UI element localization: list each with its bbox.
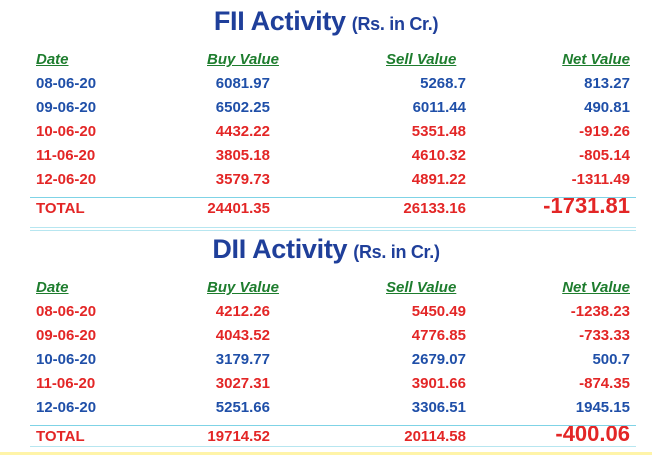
table-row: 11-06-20 3027.31 3901.66 -874.35 [0, 372, 652, 396]
fii-header-net: Net Value [562, 51, 630, 68]
dii-header-net: Net Value [562, 279, 630, 296]
divider [30, 425, 636, 426]
fii-row-date: 12-06-20 [36, 171, 97, 188]
fii-row-net: 490.81 [584, 99, 630, 116]
dii-header-row: Date Buy Value Sell Value Net Value [0, 276, 652, 300]
dii-row-sell: 3901.66 [411, 375, 466, 392]
dii-row-sell: 3306.51 [411, 399, 466, 416]
dii-title-unit: (Rs. in Cr.) [353, 242, 440, 262]
dii-title-text: DII Activity [212, 234, 348, 264]
fii-row-buy: 3805.18 [215, 147, 270, 164]
bottom-highlight-line [0, 452, 652, 455]
fii-title-text: FII Activity [213, 6, 346, 36]
divider [30, 230, 636, 231]
divider [30, 227, 636, 228]
fii-total-label: TOTAL [36, 200, 85, 217]
dii-section: DII Activity (Rs. in Cr.) Date Buy Value … [0, 228, 652, 450]
fii-row-sell: 6011.44 [412, 99, 466, 116]
fii-header-buy: Buy Value [207, 51, 279, 68]
table-row: 11-06-20 3805.18 4610.32 -805.14 [0, 144, 652, 168]
dii-row-net: 1945.15 [575, 399, 630, 416]
fii-row-net: 813.27 [584, 75, 630, 92]
dii-header-date: Date [36, 279, 69, 296]
dii-row-buy: 3179.77 [215, 351, 270, 368]
dii-header-buy: Buy Value [207, 279, 279, 296]
fii-header-row: Date Buy Value Sell Value Net Value [0, 48, 652, 72]
fii-row-sell: 5268.7 [420, 75, 466, 92]
fii-row-buy: 3579.73 [215, 171, 270, 188]
fii-row-sell: 5351.48 [411, 123, 466, 140]
table-row: 09-06-20 4043.52 4776.85 -733.33 [0, 324, 652, 348]
table-row: 09-06-20 6502.25 6011.44 490.81 [0, 96, 652, 120]
dii-row-buy: 4212.26 [215, 303, 270, 320]
fii-row-net: -1311.49 [571, 171, 630, 188]
fii-row-net: -919.26 [579, 123, 630, 140]
fii-total-sell: 26133.16 [403, 200, 466, 217]
dii-total-label: TOTAL [36, 428, 85, 445]
fii-row-date: 08-06-20 [36, 75, 97, 92]
table-row: 10-06-20 3179.77 2679.07 500.7 [0, 348, 652, 372]
dii-header-sell: Sell Value [386, 279, 457, 296]
divider [30, 446, 636, 447]
table-row: 10-06-20 4432.22 5351.48 -919.26 [0, 120, 652, 144]
dii-row-buy: 3027.31 [215, 375, 270, 392]
dii-row-sell: 2679.07 [411, 351, 466, 368]
fii-rows: 08-06-20 6081.97 5268.7 813.27 09-06-20 … [0, 72, 652, 192]
fii-row-date: 09-06-20 [36, 99, 97, 116]
fii-total-buy: 24401.35 [207, 200, 270, 217]
fii-title-unit: (Rs. in Cr.) [351, 14, 439, 34]
dii-row-date: 10-06-20 [36, 351, 97, 368]
fii-row-sell: 4610.32 [411, 147, 466, 164]
dii-row-date: 12-06-20 [36, 399, 97, 416]
dii-row-sell: 4776.85 [411, 327, 466, 344]
fii-row-net: -805.14 [579, 147, 630, 164]
table-row: 12-06-20 3579.73 4891.22 -1311.49 [0, 168, 652, 192]
dii-row-date: 09-06-20 [36, 327, 97, 344]
dii-row-buy: 4043.52 [215, 327, 270, 344]
table-row: 08-06-20 4212.26 5450.49 -1238.23 [0, 300, 652, 324]
fii-row-buy: 4432.22 [215, 123, 270, 140]
dii-total-buy: 19714.52 [207, 428, 270, 445]
table-row: 12-06-20 5251.66 3306.51 1945.15 [0, 396, 652, 420]
table-row: 08-06-20 6081.97 5268.7 813.27 [0, 72, 652, 96]
fii-row-buy: 6502.25 [215, 99, 270, 116]
fii-row-date: 11-06-20 [36, 147, 96, 164]
fii-header-sell: Sell Value [386, 51, 457, 68]
dii-total-sell: 20114.58 [404, 428, 466, 445]
dii-rows: 08-06-20 4212.26 5450.49 -1238.23 09-06-… [0, 300, 652, 420]
dii-row-sell: 5450.49 [411, 303, 466, 320]
divider [30, 197, 636, 198]
dii-row-net: 500.7 [592, 351, 630, 368]
dii-row-net: -874.35 [579, 375, 630, 392]
dii-row-net: -1238.23 [570, 303, 630, 320]
dii-row-date: 08-06-20 [36, 303, 97, 320]
dii-title: DII Activity (Rs. in Cr.) [0, 228, 652, 276]
dii-row-date: 11-06-20 [36, 375, 96, 392]
fii-row-date: 10-06-20 [36, 123, 97, 140]
fii-title: FII Activity (Rs. in Cr.) [0, 0, 652, 48]
fii-header-date: Date [36, 51, 69, 68]
fii-row-buy: 6081.97 [215, 75, 270, 92]
dii-row-net: -733.33 [579, 327, 630, 344]
fii-row-sell: 4891.22 [411, 171, 466, 188]
dii-row-buy: 5251.66 [215, 399, 270, 416]
fii-section: FII Activity (Rs. in Cr.) Date Buy Value … [0, 0, 652, 222]
